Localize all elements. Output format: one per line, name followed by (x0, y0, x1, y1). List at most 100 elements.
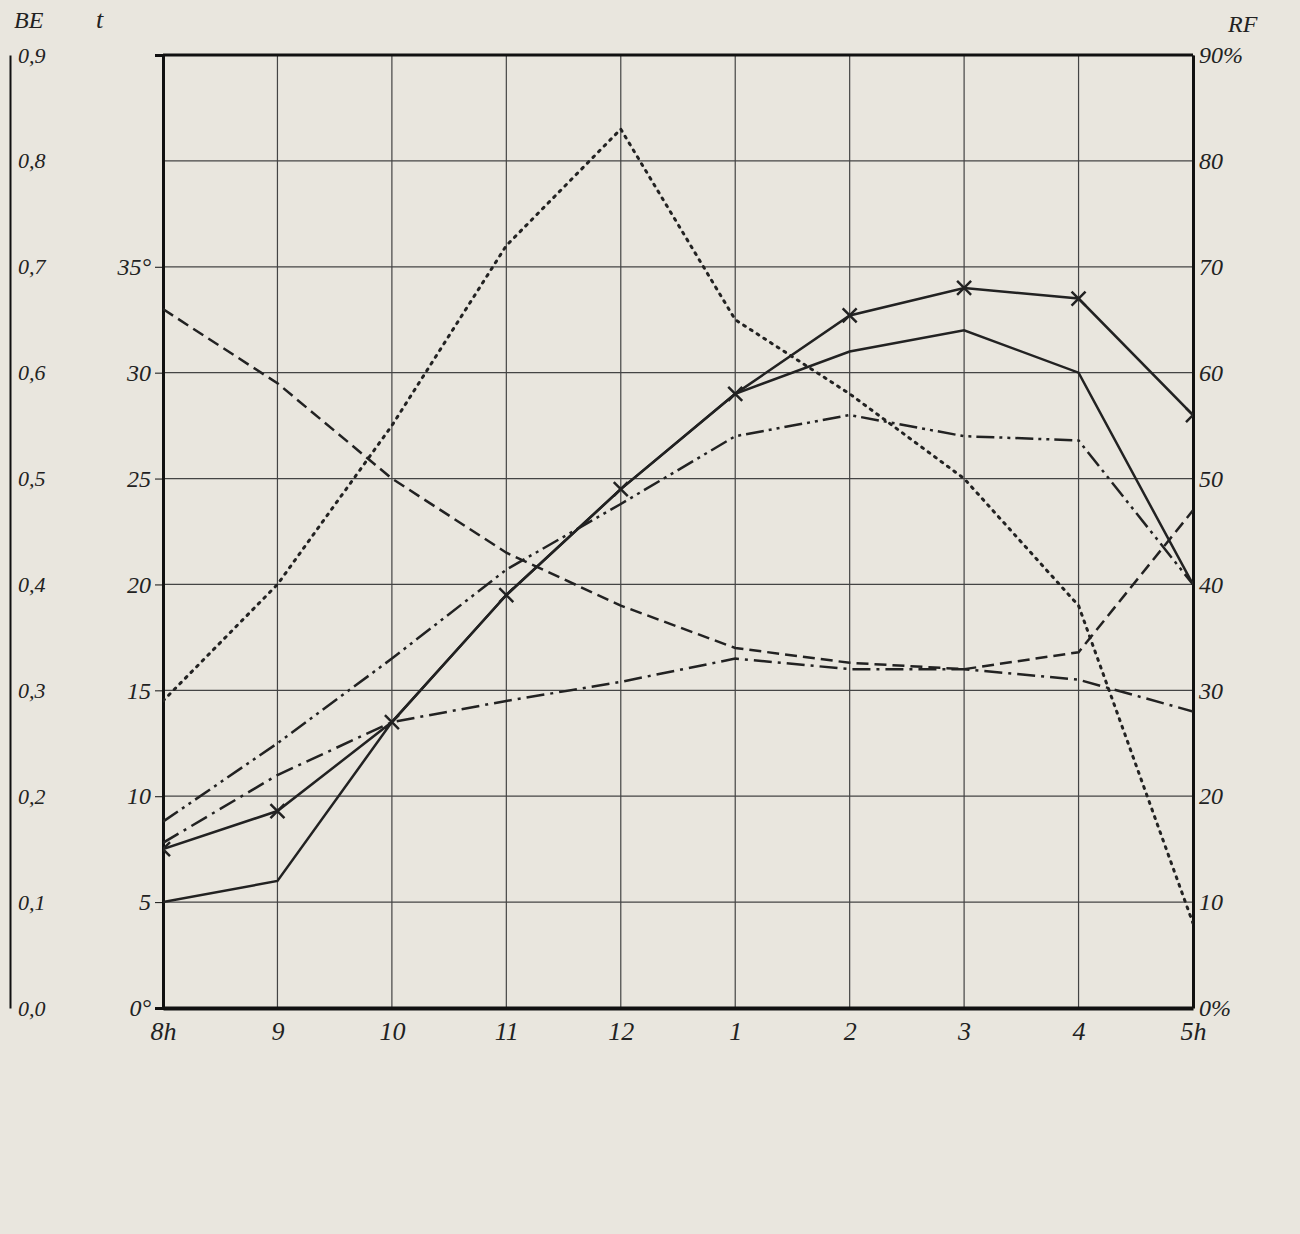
y2-tick-label: 60 (1199, 360, 1223, 386)
y-tick-label: 5 (139, 889, 151, 915)
y3-tick-label: 0,2 (18, 784, 46, 809)
y-tick: 35° (116, 254, 163, 280)
x-tick-label: 11 (495, 1017, 519, 1046)
y3-tick: 0,8 (10, 148, 46, 173)
y2-axis-line (1192, 56, 1195, 1009)
y-tick: 25 (127, 466, 163, 492)
series-marker (1072, 292, 1086, 306)
grid-line-h (163, 1007, 1193, 1008)
y2-tick: 10 (1193, 889, 1223, 915)
y-axis-title: t (96, 5, 104, 34)
grid-line-v (277, 55, 278, 1008)
y3-tick: 0,3 (10, 678, 46, 703)
y3-tick-label: 0,4 (18, 572, 46, 597)
y-tick-mark (155, 690, 163, 691)
grid-line-v (1192, 55, 1193, 1008)
y2-tick-label: 50 (1199, 466, 1223, 492)
x-tick-label: 3 (957, 1017, 971, 1046)
grid-line-h (163, 266, 1193, 267)
y2-tick: 60 (1193, 360, 1223, 386)
x-tick-label: 4 (1073, 1017, 1086, 1046)
y2-tick-label: 90% (1199, 42, 1243, 68)
series-line (163, 129, 1193, 923)
series-line (163, 330, 1193, 902)
y3-tick: 0,1 (10, 890, 46, 915)
y-tick-label: 10 (127, 783, 151, 809)
series-marker (270, 804, 284, 818)
x-tick-label: 2 (844, 1017, 857, 1046)
y2-tick: 0% (1193, 995, 1231, 1021)
y2-tick-label: 10 (1199, 889, 1223, 915)
y-tick-label: 15 (127, 678, 151, 704)
y2-tick: 50 (1193, 466, 1223, 492)
grid (163, 55, 1193, 1008)
grid-line-v (964, 55, 965, 1008)
y2-tick: 20 (1193, 783, 1223, 809)
grid-line-h (163, 160, 1193, 161)
chart: 8h910111212345h0°5101520253035°0%1020304… (0, 0, 1300, 1234)
x-axis: 8h910111212345h (151, 1008, 1207, 1046)
y2-tick: 70 (1193, 254, 1223, 280)
y2-axis-title: RF (1227, 11, 1258, 37)
series-marker (843, 308, 857, 322)
y3-tick-label: 0,3 (18, 678, 46, 703)
grid-line-v (1078, 55, 1079, 1008)
y-tick: 0° (129, 995, 163, 1021)
grid-line-v (506, 55, 507, 1008)
y-tick: 5 (139, 889, 163, 915)
y3-axis-title: BE (14, 7, 44, 33)
x-tick: 11 (495, 1008, 519, 1046)
y2-tick-label: 40 (1199, 572, 1223, 598)
y3-tick-label: 0,7 (18, 254, 47, 279)
y3-tick: 0,9 (10, 43, 46, 68)
y-axis: 0° 5 10 15 20 25 30 35° (116, 56, 163, 1022)
grid-line-v (735, 55, 736, 1008)
grid-line-h (163, 796, 1193, 797)
y-tick-label: 20 (127, 572, 151, 598)
series-marker (1186, 408, 1193, 422)
series-marker (163, 842, 170, 856)
y-tick-mark (155, 584, 163, 585)
x-tick: 1 (729, 1008, 742, 1046)
series-marker (957, 281, 971, 295)
y-tick: 10 (127, 783, 163, 809)
y3-tick: 0,5 (10, 466, 46, 491)
x-tick-label: 12 (608, 1017, 634, 1046)
plot-area (163, 129, 1193, 923)
y2-axis: 0%102030405060708090% (1193, 42, 1243, 1021)
y-tick: 20 (127, 572, 163, 598)
y2-tick: 90% (1193, 42, 1243, 68)
series-line (163, 659, 1193, 843)
grid-line-h (163, 584, 1193, 585)
y3-tick: 0,6 (10, 360, 46, 385)
y-tick: 30 (126, 360, 163, 386)
x-tick-label: 8h (151, 1017, 177, 1046)
y3-tick-label: 0,0 (18, 996, 46, 1021)
grid-line-v (391, 55, 392, 1008)
grid-line-h (163, 478, 1193, 479)
series-line (163, 415, 1193, 822)
y2-tick: 80 (1193, 148, 1223, 174)
grid-line-v (620, 55, 621, 1008)
y-tick-label: 35° (116, 254, 151, 280)
y2-tick-label: 80 (1199, 148, 1223, 174)
x-tick-label: 9 (271, 1017, 284, 1046)
series-line (163, 288, 1193, 849)
y3-tick-label: 0,6 (18, 360, 46, 385)
y-tick-label: 0° (129, 995, 151, 1021)
y3-tick-label: 0,5 (18, 466, 46, 491)
grid-line-h (163, 372, 1193, 373)
y2-tick-label: 0% (1199, 995, 1231, 1021)
y3-axis-line (10, 56, 12, 1009)
x-tick-label: 1 (729, 1017, 742, 1046)
y-tick-mark (155, 373, 163, 374)
y3-tick: 0,2 (10, 784, 46, 809)
series-marker (385, 715, 399, 729)
y-tick: 15 (127, 678, 163, 704)
x-axis-line (164, 1007, 1194, 1011)
y2-tick: 40 (1193, 572, 1223, 598)
x-tick-label: 10 (379, 1017, 405, 1046)
y3-tick-label: 0,1 (18, 890, 46, 915)
x-tick-label: 5h (1181, 1017, 1207, 1046)
y3-tick: 0,7 (10, 254, 47, 279)
